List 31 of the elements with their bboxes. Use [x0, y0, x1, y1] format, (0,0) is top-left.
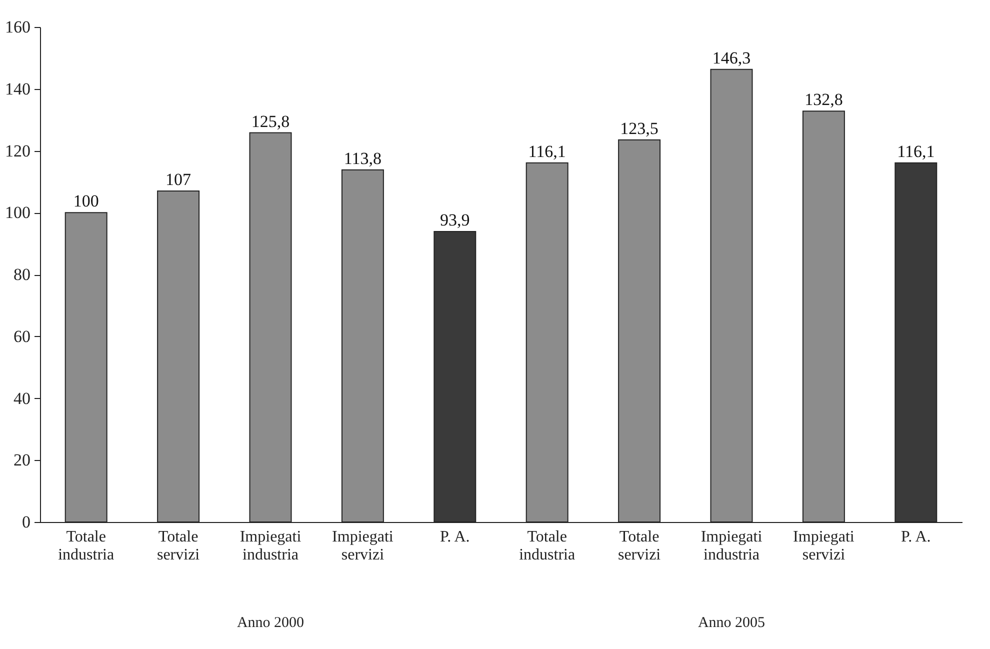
data-label: 132,8	[804, 90, 843, 110]
data-label: 113,8	[344, 148, 382, 168]
text: Anno 2005	[698, 615, 766, 631]
y-tick-label: 160	[5, 18, 30, 36]
y-tick-label: 20	[14, 450, 30, 470]
x-tick-label: P. A.	[901, 528, 931, 546]
data-label: 116,1	[897, 142, 935, 161]
data-label: 100	[73, 192, 99, 211]
data-label: 93,9	[440, 210, 470, 230]
x-tick-label: Totale industria	[519, 528, 576, 564]
text: Anno 2000	[236, 615, 304, 631]
x-tick-label: Impiegati industria	[700, 528, 763, 564]
y-tick-label: 100	[5, 203, 30, 222]
data-label: 123,5	[620, 118, 658, 138]
data-label: 107	[166, 170, 192, 189]
y-tick-label: 140	[5, 79, 30, 98]
y-tick-label: 40	[14, 388, 30, 408]
y-tick-label: 0	[22, 512, 30, 532]
x-tick-label: Totale servizi	[156, 528, 200, 564]
y-tick-label: 80	[14, 265, 30, 284]
data-label: 146,3	[712, 48, 751, 68]
data-label: 116,1	[528, 142, 566, 161]
x-tick-label: Totale industria	[58, 528, 114, 564]
y-tick-label: 120	[5, 141, 30, 160]
y-tick-label: 60	[14, 326, 30, 346]
x-tick-label: Totale servizi	[618, 528, 662, 564]
data-label: 125,8	[251, 112, 290, 131]
x-tick-label: Impiegati industria	[240, 528, 302, 564]
x-tick-label: Impiegati servizi	[332, 528, 394, 564]
x-tick-label: P. A.	[440, 528, 470, 546]
x-tick-label: Impiegati servizi	[793, 528, 855, 564]
